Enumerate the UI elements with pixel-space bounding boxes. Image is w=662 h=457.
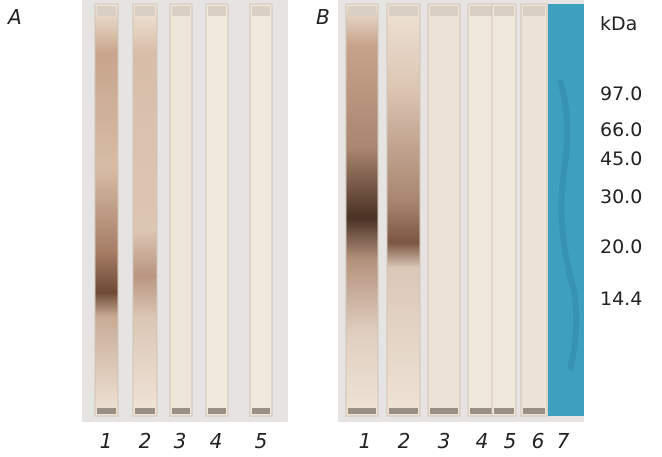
strip bbox=[387, 4, 420, 416]
strip bbox=[521, 4, 547, 416]
marker-label: 20.0 bbox=[600, 236, 642, 258]
strip bbox=[346, 4, 378, 416]
strip bbox=[250, 4, 272, 416]
strip bbox=[133, 4, 157, 416]
marker-label: 30.0 bbox=[600, 186, 642, 208]
strip bbox=[492, 4, 516, 416]
strip-end bbox=[252, 408, 270, 414]
strip-end bbox=[389, 408, 418, 414]
strip-top bbox=[172, 6, 190, 16]
lane-number: 7 bbox=[557, 429, 570, 453]
marker-label: 97.0 bbox=[600, 83, 642, 105]
strip-end bbox=[208, 408, 226, 414]
panel-label: A bbox=[6, 5, 22, 29]
unit-label: kDa bbox=[600, 13, 637, 35]
lane-number: 6 bbox=[532, 429, 545, 453]
strip-top bbox=[348, 6, 376, 16]
lane-number: 2 bbox=[398, 429, 411, 453]
lane-number: 4 bbox=[210, 429, 223, 453]
marker-label: 14.4 bbox=[600, 288, 642, 310]
strip-end bbox=[523, 408, 545, 414]
strip-top bbox=[389, 6, 418, 16]
strip-top bbox=[430, 6, 458, 16]
lane-number: 1 bbox=[359, 429, 372, 453]
strip-top bbox=[97, 6, 116, 16]
lane-number: 3 bbox=[174, 429, 187, 453]
figure: A B kDa 12345123456797.066.045.030.020.0… bbox=[0, 0, 662, 457]
lane-number: 5 bbox=[255, 429, 268, 453]
strip bbox=[206, 4, 228, 416]
lane-number: 5 bbox=[504, 429, 517, 453]
lane-number: 2 bbox=[139, 429, 152, 453]
panel-label: B bbox=[316, 5, 330, 29]
marker-label: 45.0 bbox=[600, 148, 642, 170]
strip-end bbox=[494, 408, 514, 414]
strip bbox=[428, 4, 460, 416]
stained-strip bbox=[548, 4, 584, 416]
lane-number: 3 bbox=[438, 429, 451, 453]
strip-top bbox=[208, 6, 226, 16]
strip-end bbox=[348, 408, 376, 414]
strip-top bbox=[523, 6, 545, 16]
strip-top bbox=[494, 6, 514, 16]
strip-end bbox=[430, 408, 458, 414]
strip-end bbox=[135, 408, 155, 414]
strip-top bbox=[470, 6, 494, 16]
strip-end bbox=[172, 408, 190, 414]
lane-number: 1 bbox=[100, 429, 113, 453]
marker-label: 66.0 bbox=[600, 119, 642, 141]
strip-end bbox=[470, 408, 494, 414]
strip-end bbox=[97, 408, 116, 414]
strip bbox=[95, 4, 118, 416]
strip-top bbox=[252, 6, 270, 16]
strip bbox=[170, 4, 192, 416]
strip-top bbox=[135, 6, 155, 16]
lane-number: 4 bbox=[476, 429, 489, 453]
